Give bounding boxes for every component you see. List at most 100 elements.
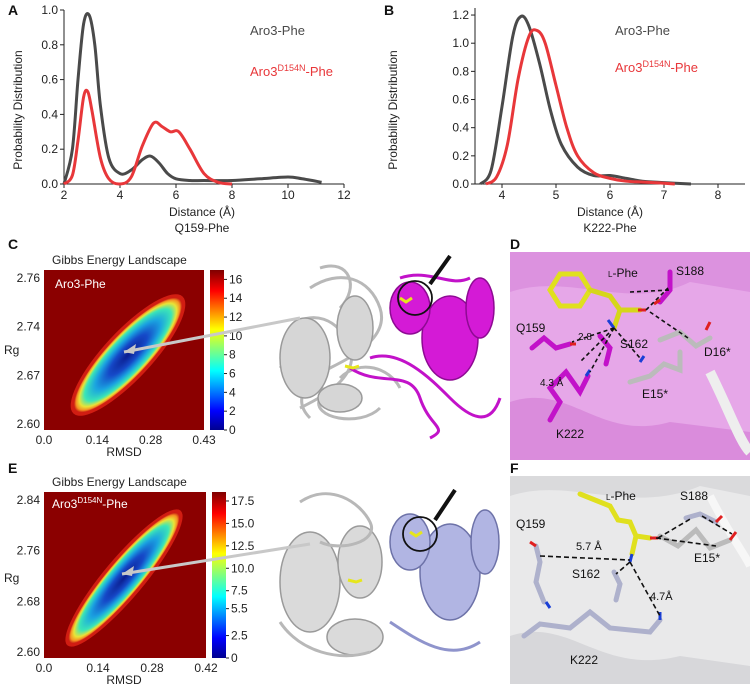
x-tick-label: 0.42	[194, 661, 218, 675]
label-s162: S162	[620, 337, 648, 351]
series-line	[62, 88, 233, 186]
x-tick-label: 6	[607, 188, 614, 202]
x-tick-label: 0.0	[36, 433, 53, 447]
x-axis-label: RMSD	[106, 673, 142, 684]
active-site-d: L-Phe S188 Q159 D16* S162 E15* K222 2.8 …	[510, 252, 750, 460]
colorbar-tick-label: 0	[231, 651, 238, 665]
series-line	[62, 12, 322, 185]
legend-entry: Aro3-Phe	[615, 23, 670, 38]
y-tick-label: 2.74	[17, 320, 41, 334]
heatmap-title: Gibbs Energy Landscape	[52, 475, 187, 489]
y-tick-label: 1.0	[41, 3, 58, 17]
x-tick-label: 4	[117, 188, 124, 202]
colorbar-tick-label: 10	[229, 329, 243, 343]
label-e15: E15*	[642, 387, 668, 401]
s188-residue	[657, 269, 673, 305]
label-k222: K222	[556, 427, 584, 441]
ligand	[399, 296, 413, 304]
colorbar-tick-label: 7.5	[231, 584, 248, 598]
panel-label-b: B	[384, 2, 395, 18]
x-tick-label: 6	[173, 188, 180, 202]
s188-residue	[683, 511, 719, 525]
colorbar-tick-label: 5.5	[231, 602, 248, 616]
label-q159: Q159	[516, 321, 546, 335]
y-tick-label: 2.84	[17, 493, 41, 507]
colorbar	[210, 270, 224, 430]
y-tick-label: 2.60	[17, 645, 41, 659]
chart-caption: K222-Phe	[583, 221, 637, 235]
label-lphe: L-Phe	[608, 266, 638, 280]
k222-residue	[521, 608, 663, 639]
legend-entry: Aro3D154N-Phe	[250, 63, 333, 79]
protein-structure-bottom	[278, 488, 500, 658]
magenta-subunit	[349, 273, 502, 440]
x-tick-label: 8	[229, 188, 236, 202]
label-s188: S188	[676, 264, 704, 278]
chart-a: Probability Distribution Distance (Å) Q1…	[11, 3, 351, 235]
y-axis-label: Probability Distribution	[386, 50, 400, 169]
colorbar-tick-label: 4	[229, 385, 236, 399]
x-tick-label: 0.14	[86, 661, 110, 675]
y-tick-label: 0.8	[41, 38, 58, 52]
x-axis-label: Distance (Å)	[169, 204, 235, 219]
lavender-subunit	[389, 509, 500, 652]
y-tick-label: 0.6	[41, 73, 58, 87]
distance-label: 4.3 Å	[540, 376, 564, 389]
distance-label: 4.7Å	[650, 590, 673, 603]
colorbar-tick-label: 2	[229, 404, 236, 418]
active-site-circle	[397, 280, 433, 316]
ligand	[344, 364, 360, 370]
colorbar	[212, 492, 226, 658]
grey-subunit	[278, 264, 402, 421]
heatmap-c: Gibbs Energy Landscape Aro3-Phe Rg RMSD …	[4, 253, 243, 459]
x-tick-label: 12	[337, 188, 351, 202]
active-site-circle	[402, 516, 438, 552]
pointer-line	[433, 488, 457, 522]
x-tick-label: 10	[281, 188, 295, 202]
nitrogen-atoms	[544, 553, 662, 620]
x-tick-label: 0.0	[36, 661, 53, 675]
panel-label-c: C	[8, 236, 19, 252]
active-site-f: L-Phe S188 Q159 S162 E15* K222 5.7 Å 4.7…	[510, 476, 750, 684]
y-tick-label: 0.8	[452, 64, 469, 78]
q159-residue	[529, 334, 573, 351]
k222-residue	[546, 368, 591, 423]
label-lphe: L-Phe	[606, 489, 636, 503]
panel-label-e: E	[8, 460, 18, 476]
y-tick-label: 2.67	[17, 368, 41, 382]
x-tick-label: 0.14	[86, 433, 110, 447]
heatmap-e: Gibbs Energy Landscape Aro3D154N-Phe Rg …	[4, 475, 255, 684]
heatmap-title: Gibbs Energy Landscape	[52, 253, 187, 267]
s162-residue	[611, 569, 623, 603]
colorbar-tick-label: 16	[229, 272, 243, 286]
y-axis-label: Probability Distribution	[11, 50, 25, 169]
x-tick-label: 7	[661, 188, 668, 202]
hydrogen-bonds	[571, 287, 689, 373]
grey-subunit	[278, 492, 384, 658]
label-s188: S188	[680, 489, 708, 503]
x-tick-label: 4	[499, 188, 506, 202]
colorbar-tick-label: 15.0	[231, 516, 255, 530]
nitrogen-atoms	[584, 319, 646, 377]
colorbar-tick-label: 6	[229, 367, 236, 381]
q159-residue	[533, 543, 547, 605]
x-tick-label: 8	[715, 188, 722, 202]
colorbar-tick-label: 17.5	[231, 494, 255, 508]
label-s162: S162	[572, 567, 600, 581]
panel-label-f: F	[510, 460, 519, 476]
legend-entry: Aro3-Phe	[250, 23, 305, 38]
series-line	[484, 28, 675, 186]
y-tick-label: 1.2	[452, 8, 469, 22]
colorbar-tick-label: 0	[229, 423, 236, 437]
colorbar-tick-label: 14	[229, 291, 243, 305]
y-tick-label: 2.60	[17, 417, 41, 431]
x-axis-label: Distance (Å)	[577, 204, 643, 219]
y-tick-label: 0.0	[41, 177, 58, 191]
y-tick-label: 0.6	[452, 93, 469, 107]
s162-residue	[597, 333, 613, 367]
x-tick-label: 0.43	[192, 433, 216, 447]
y-axis-label: Rg	[4, 571, 19, 585]
panel-label-a: A	[8, 2, 19, 18]
ligand	[347, 578, 363, 584]
colorbar-tick-label: 2.5	[231, 629, 248, 643]
